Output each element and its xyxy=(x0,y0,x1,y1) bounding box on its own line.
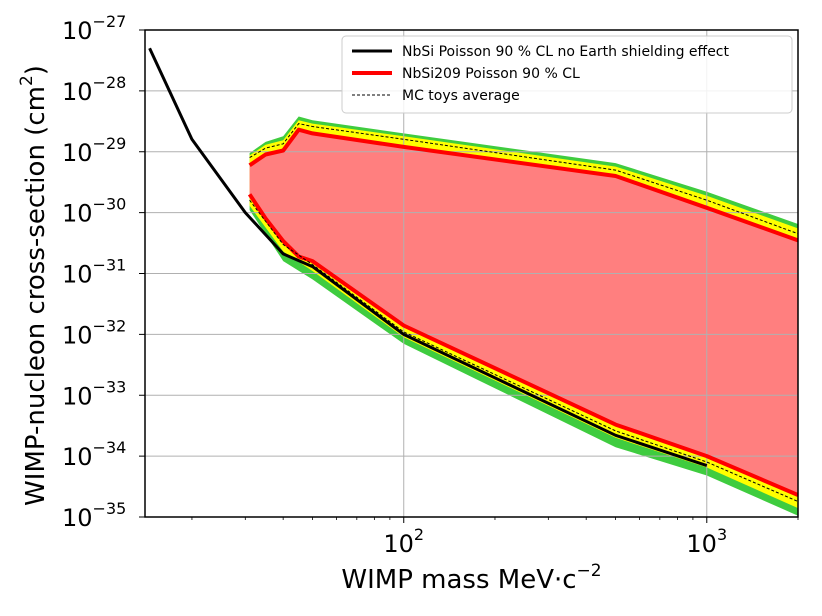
x-tick-label: 102 xyxy=(383,525,424,558)
y-tick-label: 10−32 xyxy=(62,316,126,349)
y-tick-label: 10−34 xyxy=(62,438,126,471)
mc-toys-lower-line xyxy=(249,199,798,502)
nbsi-no-shielding-line xyxy=(148,47,708,468)
y-tick-label: 10−33 xyxy=(62,377,126,410)
legend-box xyxy=(341,35,793,114)
y-axis-label: WIMP-nucleon cross-section (cm2) xyxy=(17,65,51,506)
nbsi209-upper-line xyxy=(248,127,798,243)
x-axis-label: WIMP mass MeV·c−2 xyxy=(341,561,601,595)
y-tick-label: 10−30 xyxy=(62,195,126,228)
axes: 102 103 10−27 10−28 10−29 10−30 10−31 10−32 10−3… xyxy=(17,12,799,595)
x-tick-label: 103 xyxy=(686,525,727,558)
mc-toys-upper-line xyxy=(249,123,798,235)
legend-label: NbSi209 Poisson 90 % CL xyxy=(402,66,580,82)
plot-area xyxy=(145,30,798,517)
y-tick-label: 10−29 xyxy=(62,134,126,167)
y-tick-label: 10−31 xyxy=(62,256,126,289)
y-tick-label: 10−35 xyxy=(62,499,126,532)
y-tick-label: 10−27 xyxy=(62,12,126,45)
nbsi209-lower-line xyxy=(247,193,798,497)
legend: NbSi Poisson 90 % CL no Earth shielding … xyxy=(341,35,793,114)
legend-label: MC toys average xyxy=(402,88,520,104)
excluded-region-fill xyxy=(249,129,798,495)
legend-label: NbSi Poisson 90 % CL no Earth shielding … xyxy=(402,44,730,60)
y-tick-label: 10−28 xyxy=(62,73,126,106)
